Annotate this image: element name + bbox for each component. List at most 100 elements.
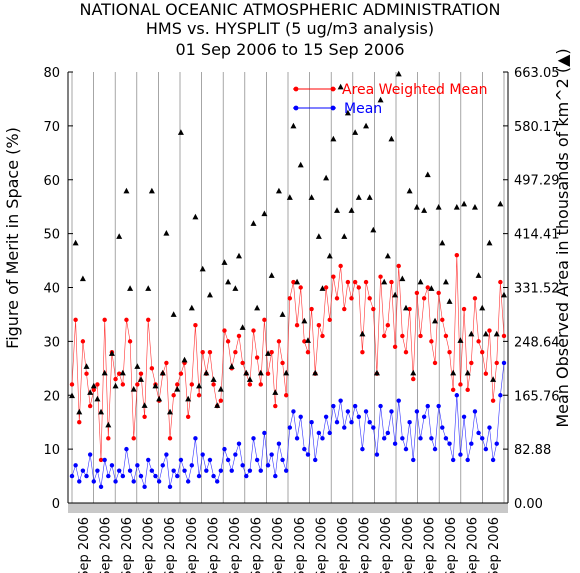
- observed-area-marker: [363, 122, 370, 129]
- observed-area-marker: [116, 233, 123, 239]
- observed-area-marker: [461, 200, 468, 207]
- observed-area-marker: [130, 386, 137, 392]
- series-point: [276, 339, 282, 344]
- series-point: [116, 468, 122, 473]
- y2-tick-label: 663.05: [514, 66, 560, 81]
- observed-area-marker: [167, 408, 174, 415]
- series-point: [371, 425, 376, 430]
- observed-area-marker: [373, 369, 380, 376]
- chart-title: NATIONAL OCEANIC ATMOSPHERIC ADMINISTRAT…: [79, 0, 501, 19]
- series-point: [178, 457, 184, 463]
- series-point: [487, 425, 492, 430]
- series-point: [124, 317, 129, 323]
- series-point: [436, 290, 441, 296]
- series-point: [418, 436, 423, 441]
- x-tick-label: Sep 2006: [228, 517, 243, 573]
- series-point: [215, 479, 220, 484]
- y2-tick-label: 497.29: [514, 174, 560, 189]
- y-tick-label: 10: [43, 443, 60, 458]
- observed-area-marker: [319, 285, 326, 291]
- series-point: [367, 296, 372, 301]
- observed-area-marker: [493, 330, 500, 337]
- y-tick-label: 0: [52, 497, 60, 512]
- series-point: [207, 457, 213, 463]
- observed-area-marker: [76, 408, 83, 415]
- series-point: [69, 473, 75, 479]
- series-point: [77, 419, 82, 425]
- series-point: [490, 398, 496, 403]
- series-point: [149, 468, 155, 473]
- observed-area-marker: [206, 291, 213, 298]
- observed-area-marker: [337, 83, 344, 90]
- observed-area-marker: [108, 350, 115, 356]
- series-point: [254, 457, 260, 463]
- observed-area-marker: [148, 187, 155, 194]
- series-point: [167, 484, 173, 490]
- y-tick-label: 70: [43, 120, 60, 135]
- y2-axis-title: Mean Observed Area in thousands of km^2 …: [553, 48, 572, 427]
- series-point: [421, 414, 427, 419]
- series-point: [498, 279, 503, 285]
- observed-area-marker: [312, 369, 319, 376]
- observed-area-marker: [112, 382, 119, 389]
- observed-area-marker: [279, 311, 286, 317]
- x-tick-label: Sep 2006: [163, 517, 178, 573]
- series-point: [142, 414, 147, 419]
- observed-area-marker: [294, 278, 301, 285]
- series-point: [338, 398, 343, 403]
- series-point: [403, 446, 409, 452]
- series-point: [102, 317, 107, 323]
- observed-area-marker: [221, 259, 228, 265]
- chart-date-range: 01 Sep 2006 to 15 Sep 2006: [175, 40, 405, 59]
- series-point: [465, 457, 470, 463]
- series-point: [164, 360, 169, 366]
- observed-area-marker: [243, 369, 250, 376]
- series-point: [211, 473, 216, 479]
- series-point: [392, 441, 398, 446]
- series-point: [352, 279, 358, 285]
- series-point: [334, 296, 340, 301]
- observed-area-marker: [163, 230, 170, 236]
- series-point: [320, 333, 325, 339]
- series-point: [345, 279, 351, 285]
- series-point: [465, 387, 470, 393]
- series-point: [138, 371, 144, 376]
- observed-area-marker: [254, 304, 261, 311]
- series-point: [84, 371, 89, 376]
- y-axis-title: Figure of Merit in Space (%): [3, 127, 22, 349]
- series-point: [80, 468, 86, 473]
- observed-area-marker: [471, 204, 478, 210]
- series-line: [71, 255, 505, 460]
- series-point: [494, 360, 499, 366]
- observed-area-marker: [410, 369, 417, 376]
- observed-area-marker: [490, 376, 497, 382]
- observed-area-marker: [421, 207, 428, 213]
- series-point: [135, 463, 140, 468]
- observed-area-marker: [203, 369, 210, 376]
- observed-area-marker: [275, 187, 282, 194]
- x-tick-label: Sep 2006: [358, 517, 373, 573]
- series-point: [124, 446, 129, 452]
- series-point: [349, 419, 354, 425]
- observed-area-marker: [432, 317, 439, 324]
- series-point: [196, 473, 202, 479]
- observed-area-marker: [192, 213, 199, 220]
- series-point: [109, 463, 115, 468]
- observed-area-marker: [468, 330, 475, 337]
- observed-area-marker: [170, 311, 177, 317]
- series-point: [95, 468, 100, 473]
- series-point: [273, 473, 278, 479]
- y2-tick-label: 0.00: [514, 497, 543, 512]
- series-point: [469, 360, 474, 366]
- observed-area-marker: [272, 389, 279, 395]
- series-point: [258, 468, 263, 473]
- series-point: [483, 371, 489, 376]
- observed-area-marker: [359, 330, 366, 337]
- series-point: [414, 290, 420, 296]
- observed-area-marker: [501, 291, 507, 298]
- observed-area-marker: [377, 96, 384, 103]
- date-bar: [68, 503, 508, 513]
- observed-area-marker: [384, 252, 391, 259]
- observed-area-marker: [464, 369, 471, 376]
